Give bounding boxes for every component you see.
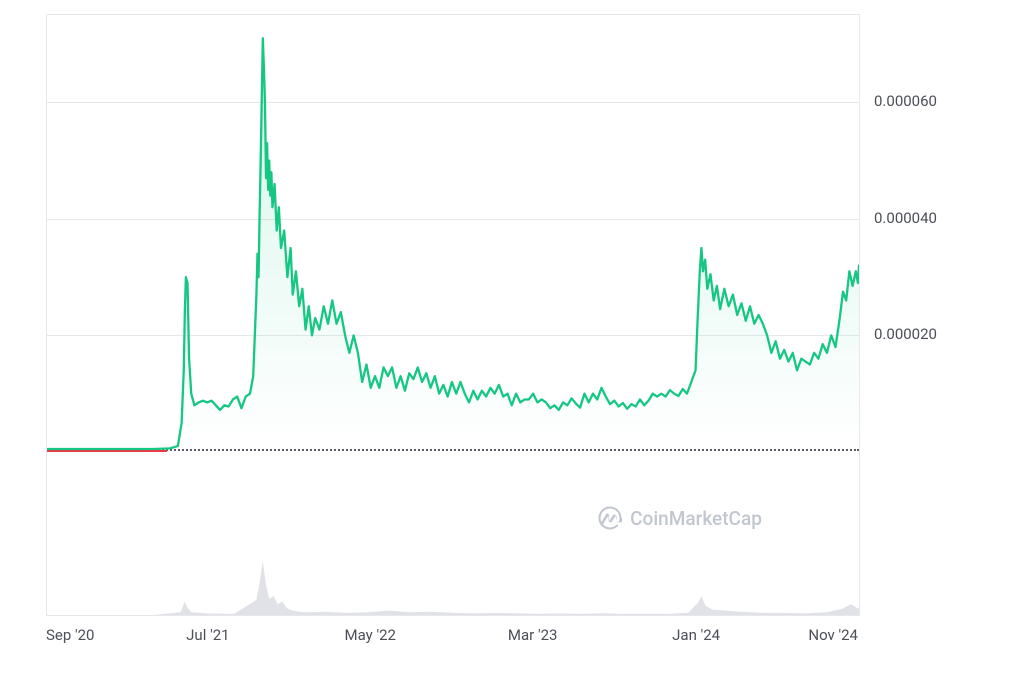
y-axis-label: 0.000040	[874, 209, 937, 227]
x-axis-label: May '22	[345, 626, 396, 644]
price-chart[interactable]: CoinMarketCap 0.000020 0.000040 0.000060 Se…	[0, 0, 1024, 683]
x-axis-label: Mar '23	[508, 626, 558, 644]
volume-svg	[47, 561, 859, 615]
x-axis-label: Jul '21	[186, 626, 229, 644]
coinmarketcap-icon	[598, 506, 622, 530]
volume-area	[47, 561, 859, 615]
x-axis-label: Nov '24	[808, 626, 858, 644]
y-axis-label: 0.000020	[874, 325, 937, 343]
watermark-text: CoinMarketCap	[630, 507, 762, 530]
x-axis-label: Jan '24	[672, 626, 720, 644]
watermark: CoinMarketCap	[598, 506, 762, 530]
x-axis-label: Sep '20	[46, 626, 95, 644]
y-axis-label: 0.000060	[874, 92, 937, 110]
